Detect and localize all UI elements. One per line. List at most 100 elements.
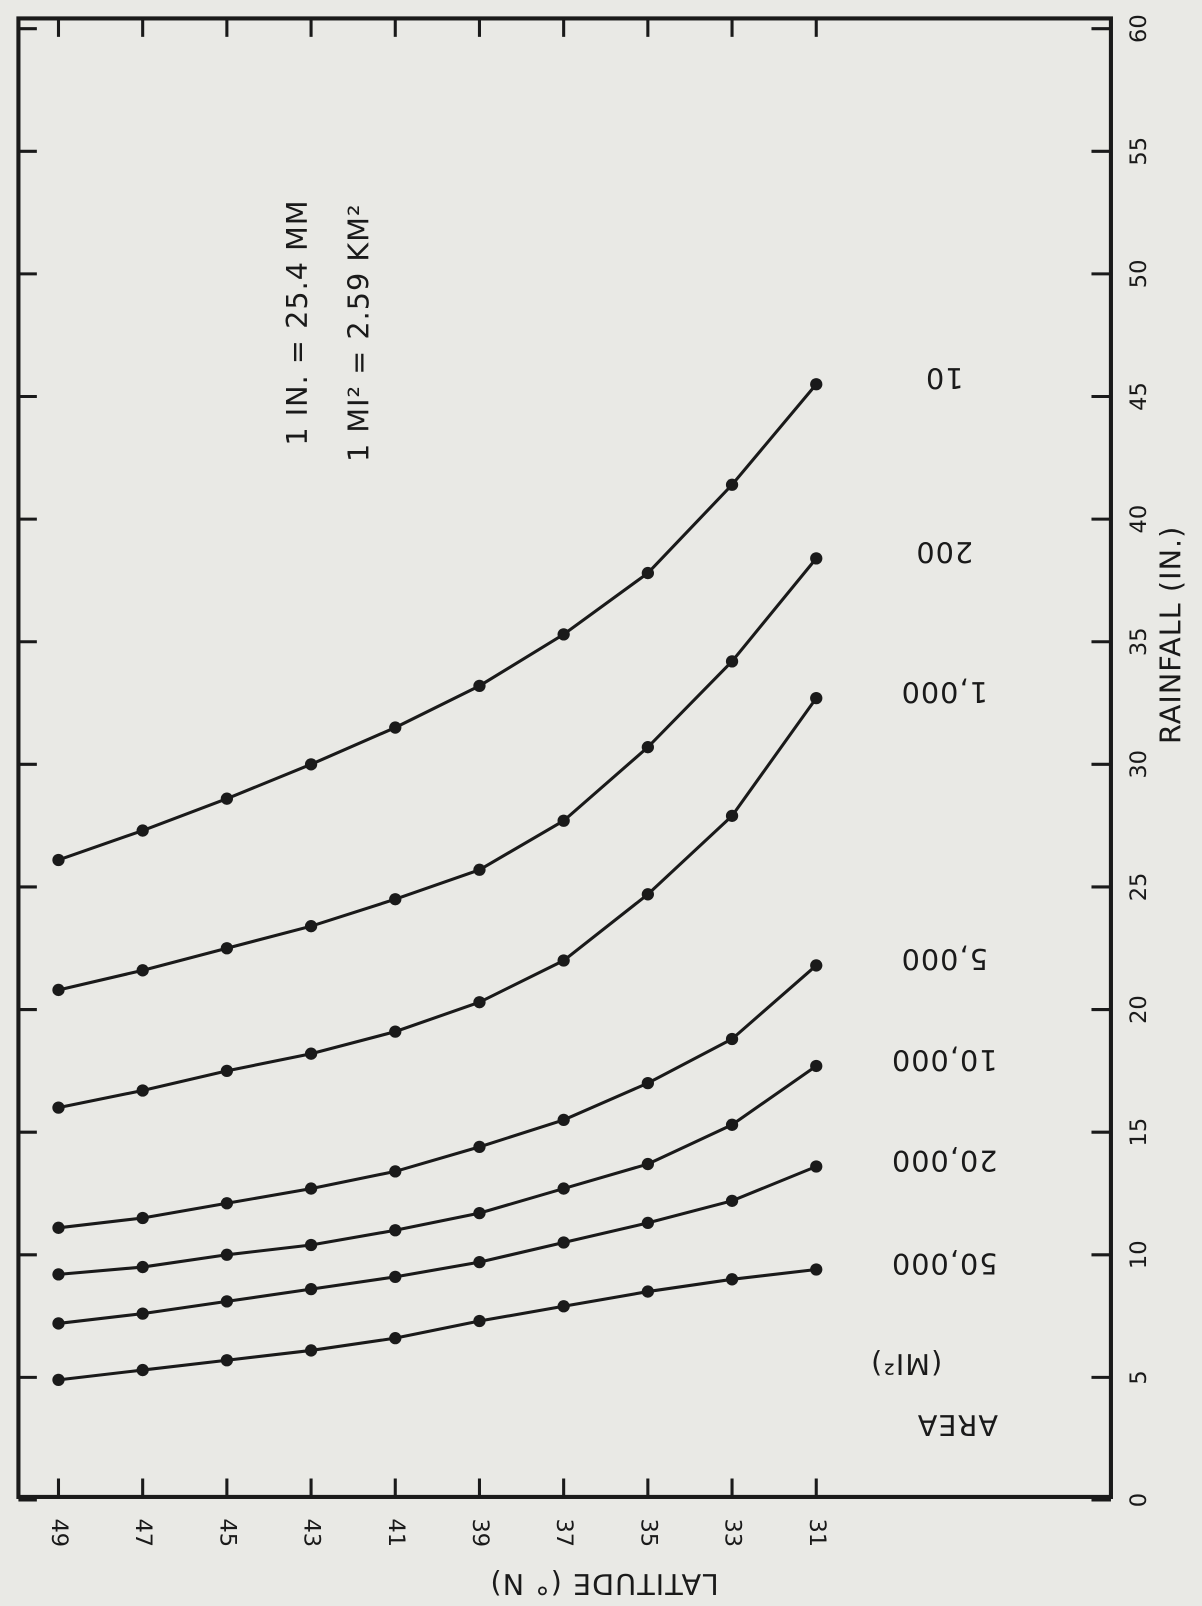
data-point	[304, 1047, 318, 1060]
data-point	[389, 893, 402, 906]
y-tick-label: 35	[1126, 627, 1152, 656]
series-label: 5,000	[901, 942, 988, 976]
y-axis-title: RAINFALL (IN.)	[1153, 526, 1187, 744]
series-label: 1,000	[901, 675, 988, 709]
x-tick-label: 47	[130, 1518, 156, 1547]
data-point	[389, 721, 402, 734]
series-line	[58, 557, 818, 992]
chart-body: 0 5 10 15 20 25 30 35 40 45 50 55 60 49 47 45 43 41 39 37 35…	[16, 14, 1187, 1601]
data-point	[557, 628, 570, 641]
x-tick-label: 45	[214, 1518, 240, 1547]
data-point	[136, 1363, 149, 1377]
series-label: 10,000	[891, 1043, 997, 1077]
series-line	[58, 1165, 817, 1325]
x-tick-label: 33	[720, 1518, 746, 1547]
y-tick-label: 20	[1126, 995, 1152, 1024]
x-tick-label: 35	[635, 1518, 661, 1547]
data-point	[52, 983, 65, 997]
data-point	[220, 792, 234, 805]
data-point	[641, 1285, 654, 1298]
data-point	[136, 964, 149, 977]
y-tick-label: 0	[1126, 1493, 1152, 1507]
data-point	[641, 1076, 654, 1090]
data-point	[136, 1084, 149, 1097]
y-tick-label: 50	[1126, 260, 1152, 289]
data-point	[810, 378, 823, 391]
series-line	[58, 1267, 817, 1382]
data-point	[473, 1140, 486, 1154]
data-point	[557, 814, 570, 827]
series-label: 200	[915, 535, 973, 569]
data-point	[557, 1113, 570, 1127]
data-point	[304, 1182, 318, 1195]
data-point	[557, 1182, 570, 1195]
data-point	[304, 758, 318, 771]
y-tick-label: 10	[1126, 1240, 1152, 1269]
data-point	[220, 1248, 234, 1261]
y-tick-label: 45	[1126, 382, 1152, 411]
data-point	[557, 1236, 570, 1249]
data-point	[389, 1165, 402, 1178]
data-point	[641, 741, 654, 754]
data-point	[220, 1354, 234, 1367]
data-point	[473, 1256, 486, 1269]
x-tick-label: 39	[467, 1518, 493, 1547]
data-point	[52, 1268, 65, 1281]
data-point	[557, 954, 570, 967]
data-point	[725, 478, 739, 491]
series-line	[58, 964, 818, 1230]
data-point	[473, 679, 486, 693]
x-tick-label: 49	[46, 1518, 72, 1547]
data-point	[304, 1344, 318, 1357]
series-line	[58, 1064, 818, 1276]
data-point	[810, 1059, 823, 1073]
data-point	[304, 1282, 318, 1296]
data-point	[52, 1101, 65, 1114]
y-tick-label: 5	[1126, 1370, 1152, 1384]
data-point	[810, 1263, 823, 1276]
annotation: 1 IN. = 25.4 MM	[280, 199, 314, 445]
legend-title: AREA	[917, 1408, 998, 1442]
x-axis-title: LATITUDE (° N)	[489, 1567, 718, 1601]
y-tick-label: 25	[1126, 873, 1152, 902]
data-point	[473, 996, 486, 1009]
data-point	[641, 1216, 654, 1230]
series-line	[57, 383, 818, 862]
annotation: 1 MI² = 2.59 KM²	[341, 203, 375, 462]
data-point	[52, 1317, 65, 1330]
data-point	[389, 1224, 402, 1237]
data-point	[220, 1295, 234, 1308]
y-tick-label: 60	[1126, 14, 1152, 43]
data-point	[220, 942, 234, 955]
x-tick-label: 31	[804, 1518, 830, 1547]
data-point	[52, 1221, 65, 1234]
data-point	[136, 1307, 149, 1320]
data-point	[473, 1206, 486, 1220]
data-point	[389, 1332, 402, 1345]
data-point	[641, 888, 654, 901]
data-point	[473, 863, 486, 876]
x-tick-label: 43	[299, 1518, 325, 1547]
data-point	[725, 655, 739, 668]
y-tick-label: 40	[1126, 505, 1152, 534]
data-point	[304, 1238, 318, 1252]
series-label: 20,000	[891, 1143, 997, 1177]
data-point	[725, 1273, 739, 1286]
y-tick-label: 15	[1126, 1118, 1152, 1147]
y-tick-label: 55	[1126, 137, 1152, 166]
series-label: 10	[925, 361, 964, 395]
data-point	[725, 809, 739, 822]
series-line	[58, 697, 818, 1110]
data-point	[136, 1260, 149, 1274]
x-tick-label: 37	[551, 1518, 577, 1547]
legend-unit: (MI²)	[870, 1347, 942, 1381]
data-point	[810, 691, 823, 705]
data-point	[725, 1194, 739, 1207]
data-point	[220, 1064, 234, 1078]
data-point	[220, 1197, 234, 1210]
data-point	[473, 1314, 486, 1328]
data-point	[810, 1160, 823, 1173]
data-point	[641, 566, 654, 580]
